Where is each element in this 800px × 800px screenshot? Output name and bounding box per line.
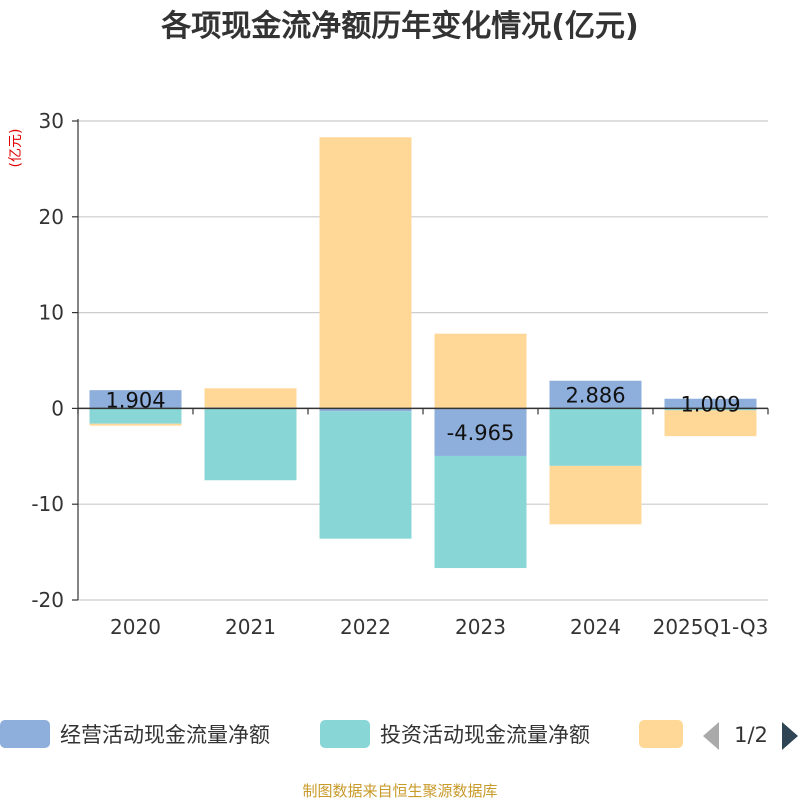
tick-labels: 30 20 10 0 -10 -20 2020 2021 2022 2023 2024 2025Q1-…: [31, 109, 768, 639]
bar-operating-2024[interactable]: [549, 380, 642, 409]
bar-financing-2024[interactable]: [549, 465, 642, 525]
bar-operating-2022[interactable]: [319, 408, 412, 412]
x-tick-label: 2021: [225, 615, 276, 639]
data-labels: 1.904 -4.965 2.886 1.009: [105, 384, 740, 446]
bar-operating-2020[interactable]: [89, 390, 182, 409]
grid-lines: [78, 120, 768, 601]
bar-operating-2023[interactable]: [434, 408, 527, 456]
data-label-1.904: 1.904: [105, 388, 165, 412]
legend-item-financing[interactable]: [639, 720, 683, 748]
legend-next-page-icon[interactable]: [782, 722, 798, 750]
source-footer: 制图数据来自恒生聚源数据库: [302, 782, 497, 800]
legend-swatch-operating: [0, 720, 50, 748]
bar-financing-2023[interactable]: [434, 333, 527, 409]
legend-label-investing: 投资活动现金流量净额: [380, 723, 590, 747]
bar-investing-2024[interactable]: [549, 408, 642, 466]
x-tick-label: 2022: [340, 615, 391, 639]
bars: [89, 137, 757, 569]
x-tick-label: 2024: [570, 615, 621, 639]
x-tick-label: 2025Q1-Q3: [653, 615, 769, 639]
bar-financing-2021[interactable]: [204, 388, 297, 408]
bar-financing-2025Q1-Q3[interactable]: [664, 410, 757, 437]
y-tick-label: 30: [39, 109, 64, 133]
data-label--4.965: -4.965: [447, 421, 515, 445]
legend-prev-page-icon[interactable]: [703, 722, 719, 750]
legend-page-indicator: 1/2: [734, 723, 768, 747]
bar-operating-2025Q1-Q3[interactable]: [664, 398, 757, 409]
axes: [72, 119, 769, 601]
bar-financing-2022[interactable]: [319, 137, 412, 409]
y-tick-label: -20: [31, 588, 64, 612]
legend: 经营活动现金流量净额 投资活动现金流量净额 1/2: [0, 720, 798, 750]
bar-investing-2022[interactable]: [319, 411, 412, 539]
bar-investing-2025Q1-Q3[interactable]: [664, 408, 757, 411]
bar-investing-2020[interactable]: [89, 408, 182, 424]
legend-swatch-investing: [320, 720, 370, 748]
legend-item-investing[interactable]: 投资活动现金流量净额: [320, 720, 590, 748]
x-tick-label: 2023: [455, 615, 506, 639]
data-label-2.886: 2.886: [565, 384, 625, 408]
y-tick-label: -10: [31, 492, 64, 516]
bar-investing-2023[interactable]: [434, 455, 527, 569]
legend-swatch-financing: [639, 720, 683, 748]
y-tick-label: 10: [39, 301, 64, 325]
y-tick-label: 20: [39, 205, 64, 229]
legend-item-operating[interactable]: 经营活动现金流量净额: [0, 720, 270, 748]
y-tick-label: 0: [51, 396, 64, 420]
bar-investing-2021[interactable]: [204, 408, 297, 481]
data-label-1.009: 1.009: [680, 393, 740, 417]
bar-financing-2020[interactable]: [89, 423, 182, 426]
y-axis-unit-label: (亿元): [8, 129, 24, 168]
chart-title: 各项现金流净额历年变化情况(亿元): [160, 9, 638, 44]
legend-label-operating: 经营活动现金流量净额: [60, 723, 270, 747]
x-tick-label: 2020: [110, 615, 161, 639]
